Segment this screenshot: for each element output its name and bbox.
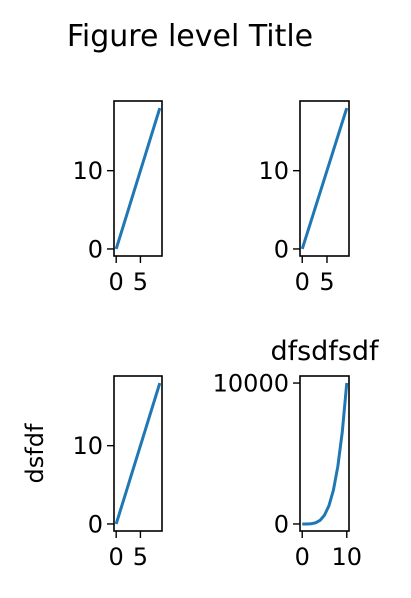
axes-frame (299, 375, 350, 532)
y-tick-label: 0 (274, 510, 289, 538)
y-axis-label: dsfdf (21, 423, 49, 483)
x-tick-label: 0 (109, 543, 124, 571)
y-tick-label: 10 (72, 432, 103, 460)
axes-frame (113, 375, 163, 532)
series-line-1 (302, 382, 349, 526)
y-tick-label: 0 (88, 510, 103, 538)
x-tick-label: 5 (319, 268, 334, 296)
y-tick-label: 10 (258, 157, 289, 185)
series-line-1 (300, 107, 349, 250)
figure-title: Figure level Title (67, 19, 313, 54)
x-tick-label: 5 (133, 543, 148, 571)
subplot-4: 0 10 0 10000 dfsdfsdf (213, 336, 380, 571)
subplot-title: dfsdfsdf (270, 336, 380, 367)
y-tick-label: 0 (88, 235, 103, 263)
series-line-1 (114, 382, 162, 525)
y-tick-label: 0 (274, 235, 289, 263)
x-tick-label: 5 (133, 268, 148, 296)
x-tick-label: 10 (331, 543, 362, 571)
series-line-1 (114, 107, 162, 250)
x-tick-label: 0 (295, 268, 310, 296)
axes-frame (113, 100, 163, 257)
y-tick-label: 10 (72, 157, 103, 185)
x-tick-label: 0 (295, 543, 310, 571)
axes-frame (299, 100, 350, 257)
x-tick-label: 0 (109, 268, 124, 296)
y-tick-label: 10000 (213, 370, 289, 398)
